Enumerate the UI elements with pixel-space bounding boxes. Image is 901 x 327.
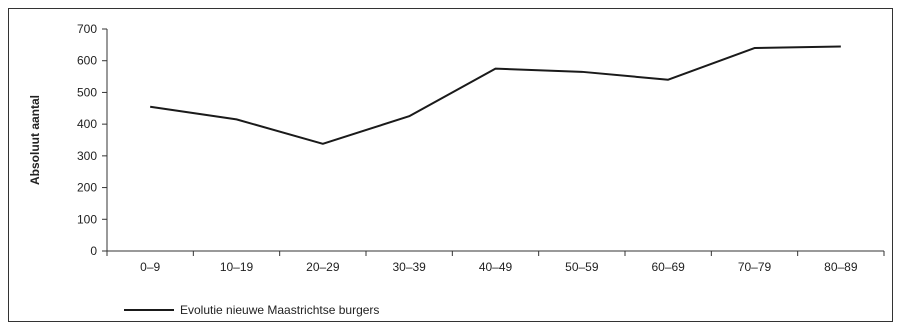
x-tick-label: 0–9 [140,260,160,274]
legend-label: Evolutie nieuwe Maastrichtse burgers [180,303,379,317]
x-tick-label: 30–39 [392,260,426,274]
y-tick-label: 200 [77,181,97,195]
chart-frame: 0 100 200 300 400 500 600 700 0–9 10–19 20–29 30–3… [8,8,893,322]
line-chart: 0 100 200 300 400 500 600 700 0–9 10–19 20–29 30–3… [28,22,885,317]
y-tick-label: 0 [90,244,97,258]
x-tick-label: 80–89 [824,260,858,274]
y-tick-label: 700 [77,22,97,36]
x-tick-label: 70–79 [738,260,772,274]
legend: Evolutie nieuwe Maastrichtse burgers [124,303,379,317]
x-tick-label: 40–49 [479,260,513,274]
y-tick-label: 600 [77,54,97,68]
y-axis: 0 100 200 300 400 500 600 700 [77,22,108,258]
y-axis-title: Absoluut aantal [28,95,42,185]
y-tick-label: 500 [77,85,97,99]
x-tick-label: 10–19 [220,260,254,274]
x-tick-label: 20–29 [306,260,340,274]
x-axis: 0–9 10–19 20–29 30–39 40–49 50–59 60–69 70–79 80… [106,250,885,274]
y-tick-label: 100 [77,212,97,226]
y-tick-label: 300 [77,149,97,163]
series-group [150,45,841,145]
y-tick-label: 400 [77,117,97,131]
x-tick-label: 50–59 [565,260,599,274]
series-line [150,45,841,145]
x-tick-label: 60–69 [651,260,685,274]
